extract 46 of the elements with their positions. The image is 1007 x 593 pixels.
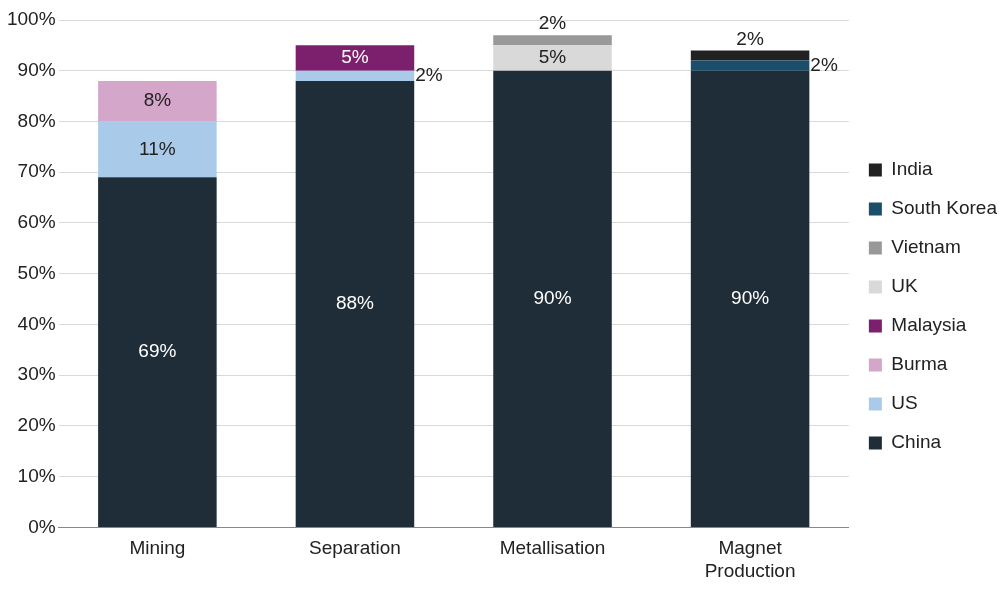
bar	[295, 70, 415, 81]
data-label: 5%	[538, 46, 567, 68]
legend-label: Malaysia	[891, 314, 967, 336]
data-label: 88%	[335, 292, 375, 314]
bar	[493, 70, 612, 527]
data-label: 90%	[533, 287, 572, 309]
bar	[690, 70, 810, 527]
bar	[295, 45, 415, 71]
x-tick-label: Metallisation	[499, 537, 606, 559]
y-tick-label: 30%	[17, 363, 56, 385]
bar	[98, 121, 217, 178]
legend-label: Vietnam	[891, 236, 961, 258]
y-tick-label: 100%	[6, 8, 56, 30]
data-label: 11%	[139, 137, 176, 159]
data-label: 2%	[810, 53, 838, 75]
legend-label: South Korea	[891, 197, 998, 219]
legend-label: China	[891, 431, 942, 453]
legend-label: India	[891, 158, 933, 180]
bar	[295, 80, 415, 527]
data-label: 90%	[731, 287, 770, 309]
x-tick-label: Mining	[129, 537, 186, 559]
legend-label: Burma	[891, 353, 948, 375]
bar	[690, 60, 810, 71]
data-label: 8%	[143, 89, 172, 111]
x-tick-label: Magnet Production	[704, 537, 796, 581]
y-tick-label: 90%	[17, 58, 56, 80]
x-tick-label: Separation	[308, 537, 401, 559]
y-tick-label: 40%	[17, 312, 56, 334]
bar	[493, 35, 612, 46]
data-label: 69%	[138, 340, 177, 362]
y-tick-label: 10%	[17, 464, 56, 486]
legend-label: US	[891, 392, 918, 414]
y-tick-label: 20%	[17, 414, 56, 436]
legend-label: UK	[891, 275, 919, 297]
data-label: 5%	[341, 46, 369, 68]
data-label: 2%	[538, 12, 567, 34]
y-tick-label: 70%	[17, 160, 56, 182]
bar	[690, 50, 810, 61]
y-tick-label: 0%	[28, 515, 56, 537]
y-tick-label: 50%	[17, 261, 56, 283]
bar	[98, 80, 217, 122]
data-label: 2%	[415, 64, 443, 86]
data-label: 2%	[736, 27, 764, 49]
bar	[98, 177, 217, 527]
y-tick-label: 80%	[17, 109, 56, 131]
y-tick-label: 60%	[17, 211, 56, 233]
